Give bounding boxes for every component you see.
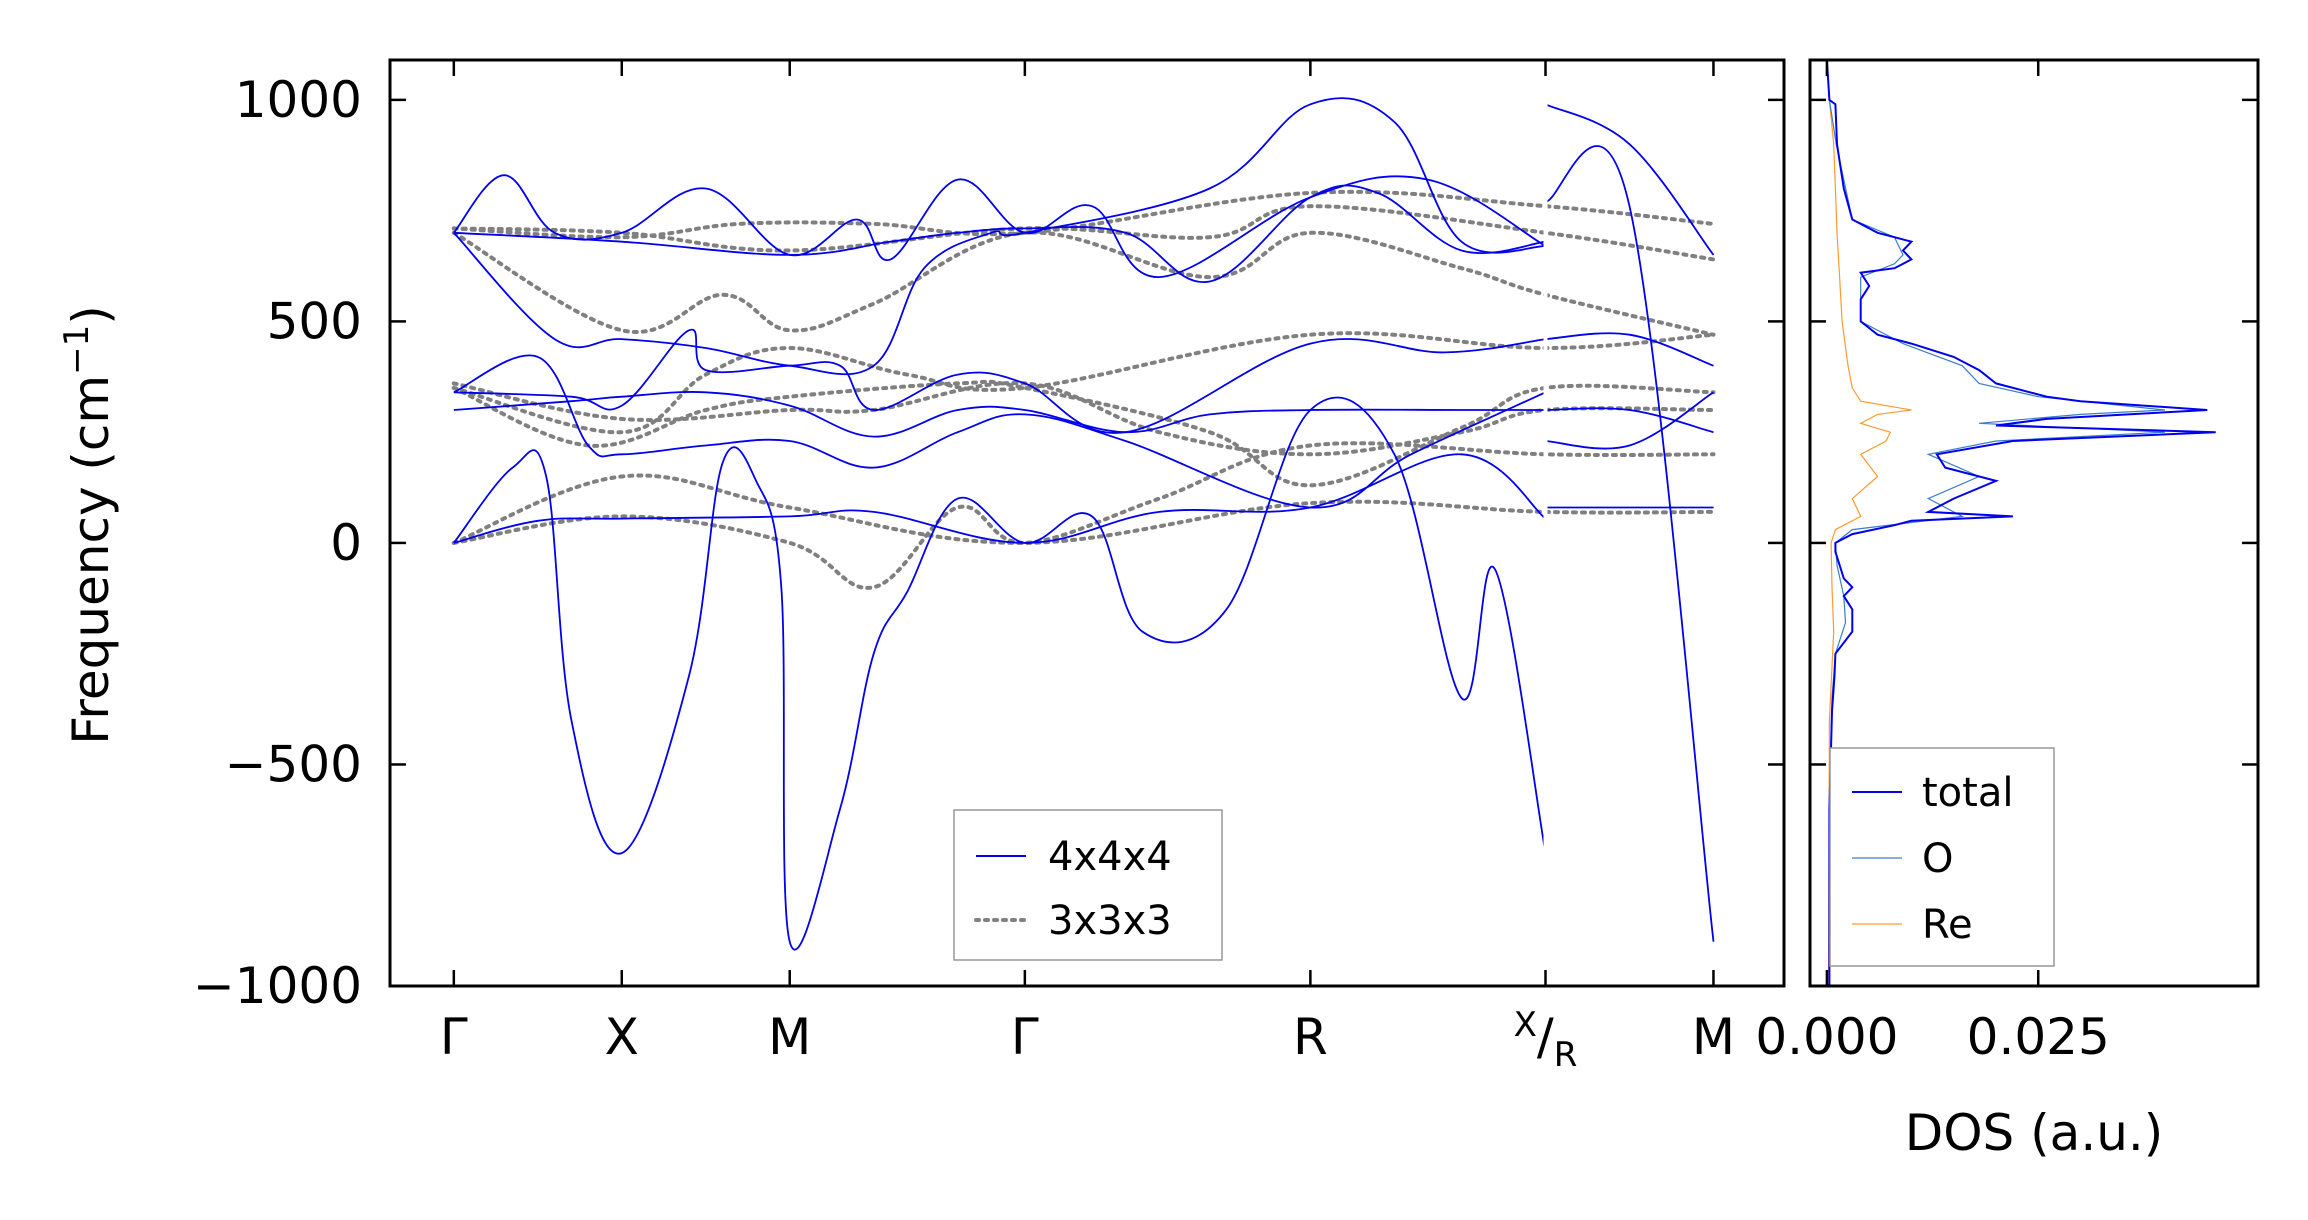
x-tick-label-1: X [605,1008,639,1066]
band-line-4x4x4-4 [453,328,1546,434]
band-legend: 4x4x4 3x3x3 [953,809,1223,961]
dos-legend-label-O: O [1922,836,1953,882]
x-tick-label-2: M [768,1008,811,1066]
x-tick-label-upper: X [1514,1005,1537,1045]
dos-panel-frame [1808,58,2260,988]
band-line-4x4x4-3 [453,354,1546,509]
x-tick-label-0: Γ [440,1008,468,1066]
band-line-3x3x3-3 [451,379,1716,488]
legend-label-4x4x4: 4x4x4 [1048,834,1172,880]
band-line-3x3x3-4 [451,331,1716,435]
band-line-4x4x4-8 [1545,103,1715,256]
band-line-4x4x4-10 [1545,332,1714,367]
dos-y-ticks [1810,98,2258,988]
band-line-4x4x4-7 [453,184,1546,283]
band-y-ticks: 1000 500 0 −500 −1000 [193,71,1784,1015]
band-line-4x4x4-2 [453,391,1546,438]
dos-line-Re [1828,99,1912,987]
y-axis-label: Frequency (cm−1) [57,305,120,745]
band-line-4x4x4-6 [453,174,1546,279]
band-line-4x4x4-1 [453,396,1547,951]
dos-legend-box [1829,747,2055,967]
band-line-3x3x3-5 [451,230,1716,337]
band-line-3x3x3-7 [451,204,1716,262]
x-tick-label-3: Γ [1011,1008,1039,1066]
dos-x-tick-label-0: 0.000 [1755,1008,1898,1066]
band-x-ticks: Γ X M Γ R X/R M [440,60,1735,1075]
y-tick-label-3: −500 [225,735,362,793]
x-tick-label-5: X/R [1514,1005,1578,1075]
y-axis-label-text: Frequency (cm [62,375,120,745]
x-tick-label-lower: R [1554,1035,1578,1075]
band-panel-frame [388,58,1786,988]
y-axis-label-superscript: −1 [57,325,97,375]
band-legend-box [953,809,1223,961]
band-line-4x4x4-9 [1545,145,1715,942]
y-axis-label-close: ) [62,305,120,325]
band-line-4x4x4-5 [453,97,1546,376]
y-tick-label-4: −1000 [193,957,362,1015]
dos-legend-label-Re: Re [1922,902,1973,948]
dos-legend: total O Re [1829,747,2055,967]
dos-panel: 0.000 0.025 total O Re DOS (a.u.) [1755,58,2260,1162]
dos-legend-label-total: total [1922,770,2013,816]
band-line-3x3x3-1 [451,441,1716,590]
band-lines [451,62,1716,984]
x-tick-label-4: R [1293,1008,1328,1066]
x-axis-label-dos: DOS (a.u.) [1905,1104,2164,1162]
dos-lines [1825,59,2216,987]
y-tick-label-0: 1000 [235,71,362,129]
band-line-4x4x4-12 [1545,391,1714,450]
band-line-4x4x4-0 [453,453,1547,544]
path-break-gap [1543,62,1548,984]
y-tick-label-2: 0 [330,514,362,572]
x-tick-label-slash: / [1537,1008,1554,1066]
dos-line-total [1825,59,2216,986]
band-line-3x3x3-0 [451,473,1716,545]
x-tick-label-7: M [1692,1008,1735,1066]
legend-label-3x3x3: 3x3x3 [1048,898,1172,944]
dos-x-tick-label-1: 0.025 [1967,1008,2110,1066]
band-line-4x4x4-11 [1545,407,1714,434]
y-tick-label-1: 500 [267,292,362,350]
dos-x-ticks: 0.000 0.025 [1755,60,2110,1066]
